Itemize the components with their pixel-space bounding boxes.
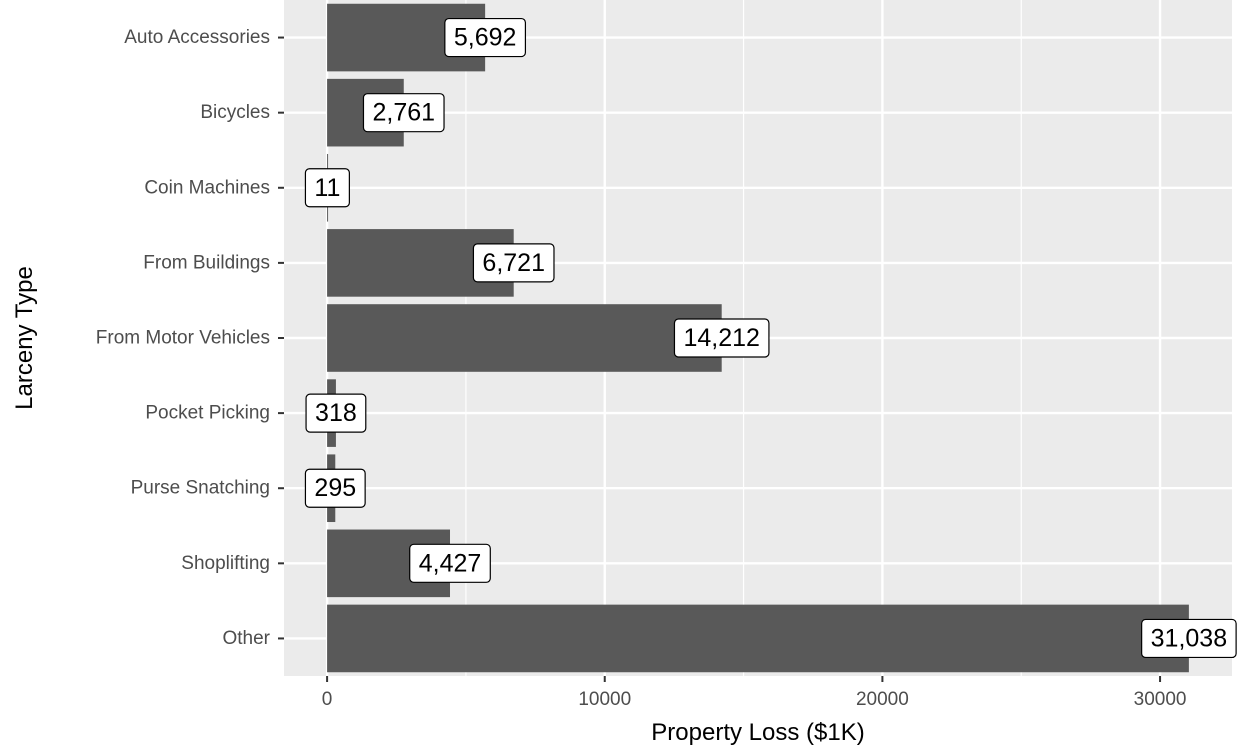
data-label-text: 6,721 [482, 249, 545, 277]
data-label: 295 [304, 468, 366, 508]
x-tick-label: 0 [322, 689, 333, 710]
data-label: 14,212 [673, 318, 770, 358]
y-tick-label: From Motor Vehicles [96, 328, 270, 349]
data-label-box [673, 318, 770, 358]
data-label-box [409, 543, 491, 583]
y-tick-label: Auto Accessories [124, 27, 270, 48]
data-label: 2,761 [362, 93, 445, 133]
data-label-text: 5,692 [454, 24, 517, 52]
y-tick-label: Purse Snatching [131, 478, 270, 499]
y-tick-label: Shoplifting [181, 553, 270, 574]
data-label-box [305, 393, 367, 433]
data-label: 4,427 [409, 543, 491, 583]
data-label-text: 318 [315, 399, 357, 427]
bar [327, 304, 722, 372]
data-label: 11 [304, 168, 350, 208]
data-labels: 5,692 2,761 11 6,721 14,212 318 295 4,427 31,038 [304, 17, 1237, 659]
x-tick-label: 30000 [1134, 689, 1187, 710]
y-tick-label: Other [222, 628, 270, 649]
y-tick-label: From Buildings [143, 252, 270, 273]
y-tick-label: Coin Machines [144, 177, 270, 198]
y-tick-label: Bicycles [200, 102, 270, 123]
data-label-box [304, 468, 366, 508]
data-label: 31,038 [1141, 618, 1237, 659]
data-label: 318 [305, 393, 367, 433]
x-tick-label: 10000 [578, 689, 631, 710]
data-label-box [472, 243, 555, 283]
data-label-text: 2,761 [372, 99, 435, 127]
data-label: 5,692 [444, 17, 527, 58]
data-label-box [362, 93, 445, 133]
data-label-box [444, 17, 527, 58]
data-label-text: 4,427 [419, 549, 482, 577]
data-label-box [1141, 618, 1237, 659]
x-axis: 0 10000 20000 30000 [322, 676, 1187, 710]
x-axis-title: Property Loss ($1K) [651, 719, 864, 746]
data-label-text: 295 [314, 474, 356, 502]
y-axis: Auto Accessories Bicycles Coin Machines Fro… [96, 27, 284, 649]
y-axis-title: Larceny Type [11, 266, 38, 410]
data-label-box [304, 168, 350, 208]
data-label-text: 11 [314, 174, 340, 202]
x-tick-label: 20000 [856, 689, 909, 710]
data-label: 6,721 [472, 243, 555, 283]
bar [327, 604, 1189, 673]
data-label-text: 14,212 [683, 324, 759, 352]
data-label-text: 31,038 [1151, 624, 1227, 652]
y-tick-label: Pocket Picking [145, 403, 270, 424]
